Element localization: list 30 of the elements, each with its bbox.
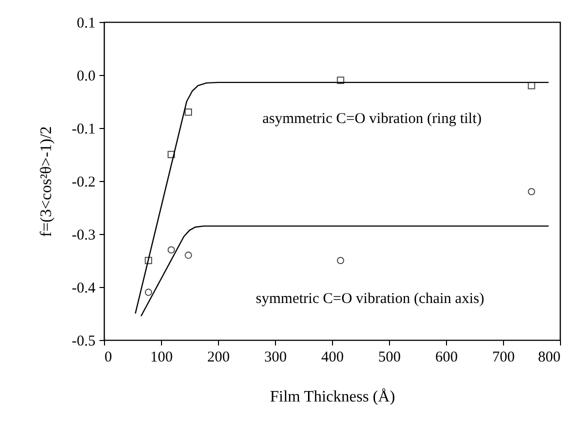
x-tick-label: 500 [378, 350, 401, 366]
y-tick-label: -0.1 [72, 122, 96, 138]
x-tick-label: 300 [264, 350, 287, 366]
y-tick-label: 0.1 [76, 16, 96, 32]
point [168, 150, 175, 158]
y-axis-title: f=(3<cos²θ>-1)/2 [38, 126, 55, 237]
point [184, 108, 192, 116]
y-tick-label: 0.0 [76, 68, 96, 84]
point [336, 76, 344, 84]
x-tick-label: 800 [538, 350, 560, 366]
y-tick-label: -0.3 [72, 228, 96, 244]
point [144, 288, 152, 296]
x-tick-label: 0 [104, 350, 112, 366]
point [144, 256, 152, 264]
x-tick-label: 100 [150, 350, 173, 366]
x-tick-label: 600 [435, 350, 458, 366]
x-tick-label: 200 [207, 350, 230, 366]
point [168, 246, 175, 254]
annotation: asymmetric C=O vibration (ring tilt) [262, 111, 482, 127]
y-tick-label: -0.4 [72, 280, 96, 296]
line-series [140, 225, 550, 317]
point [184, 252, 192, 259]
annotation: symmetric C=O vibration (chain axis) [256, 291, 484, 307]
x-tick-label: 400 [321, 350, 344, 366]
x-axis-title: Film Thickness (Å) [270, 388, 396, 406]
point [528, 188, 536, 196]
y-tick-label: -0.2 [72, 174, 96, 190]
y-tick-label: -0.5 [72, 334, 96, 350]
x-tick-label: 700 [492, 350, 515, 366]
point [336, 256, 344, 264]
